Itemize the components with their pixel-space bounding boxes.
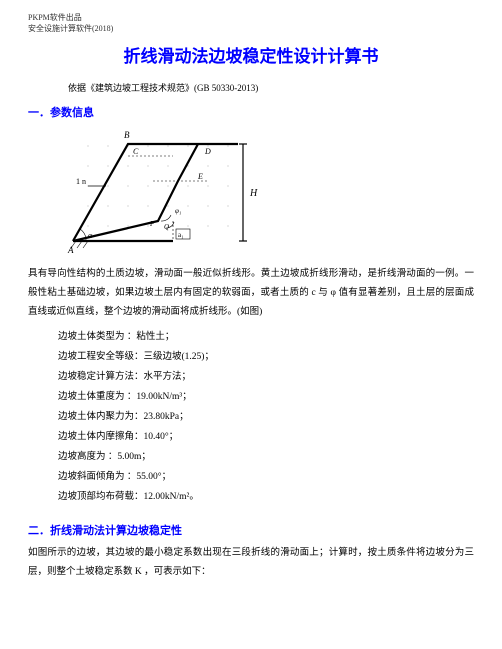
param-value: 10.40°； xyxy=(144,432,179,442)
param-value: 55.00°； xyxy=(136,472,171,482)
param-row: 边坡土体内聚力为：23.80kPa； xyxy=(58,408,474,428)
param-value: 23.80kPa； xyxy=(144,412,189,422)
diagram-label-C: C xyxy=(133,147,139,156)
slope-diagram: B C D E A P Q H 1 n α a₁ φ₁ xyxy=(58,126,474,259)
param-value: 5.00m； xyxy=(117,452,151,462)
param-row: 边坡高度为 ：5.00m； xyxy=(58,448,474,468)
param-row: 边坡稳定计算方法：水平方法； xyxy=(58,368,474,388)
parameter-list: 边坡土体类型为 ：粘性土； 边坡工程安全等级：三级边坡(1.25)； 边坡稳定计… xyxy=(58,328,474,507)
param-row: 边坡斜面倾角为 ：55.00°； xyxy=(58,468,474,488)
basis-text: 依据《建筑边坡工程技术规范》(GB 50330-2013) xyxy=(68,81,474,94)
param-row: 边坡土体类型为 ：粘性土； xyxy=(58,328,474,348)
param-row: 边坡土体重度为 ：19.00kN/m³； xyxy=(58,388,474,408)
header-line-1: PKPM软件出品 xyxy=(28,12,474,23)
param-row: 边坡顶部均布荷载：12.00kN/m²。 xyxy=(58,488,474,508)
param-row: 边坡土体内摩擦角：10.40°； xyxy=(58,428,474,448)
diagram-label-A: A xyxy=(67,245,74,255)
param-label: 边坡稳定计算方法： xyxy=(58,368,144,388)
diagram-label-n: 1 n xyxy=(76,177,86,186)
diagram-label-E: E xyxy=(197,172,203,181)
param-label: 边坡土体内摩擦角： xyxy=(58,428,144,448)
param-label: 边坡工程安全等级： xyxy=(58,348,144,368)
diagram-label-D: D xyxy=(204,147,211,156)
param-label: 边坡土体类型为 ： xyxy=(58,328,136,348)
param-label: 边坡高度为 ： xyxy=(58,448,117,468)
diagram-label-P: P xyxy=(149,220,155,228)
param-label: 边坡土体重度为 ： xyxy=(58,388,136,408)
diagram-label-phi1: φ₁ xyxy=(175,207,181,215)
param-label: 边坡土体内聚力为： xyxy=(58,408,144,428)
param-value: 12.00kN/m²。 xyxy=(144,492,199,502)
param-label: 边坡顶部均布荷载： xyxy=(58,488,144,508)
section1-heading: 一．参数信息 xyxy=(28,104,474,120)
param-label: 边坡斜面倾角为 ： xyxy=(58,468,136,488)
header-line-2: 安全设施计算软件(2018) xyxy=(28,23,474,34)
section2-heading: 二．折线滑动法计算边坡稳定性 xyxy=(28,522,474,538)
document-title: 折线滑动法边坡稳定性设计计算书 xyxy=(28,42,474,67)
diagram-label-B: B xyxy=(124,130,130,140)
diagram-label-a1: a₁ xyxy=(178,231,184,239)
param-row: 边坡工程安全等级：三级边坡(1.25)； xyxy=(58,348,474,368)
param-value: 19.00kN/m³； xyxy=(136,392,191,402)
diagram-label-Q: Q xyxy=(164,223,169,231)
diagram-label-H: H xyxy=(249,188,258,199)
section1-description: 具有导向性结构的土质边坡，滑动面一般近似折线形。黄土边坡成折线形滑动，是折线滑动… xyxy=(28,265,474,322)
param-value: 水平方法； xyxy=(144,372,192,382)
param-value: 粘性土； xyxy=(136,332,174,342)
section2-description: 如图所示的边坡，其边坡的最小稳定系数出现在三段折线的滑动面上；计算时，按土质条件… xyxy=(28,544,474,582)
param-value: 三级边坡(1.25)； xyxy=(144,352,214,362)
